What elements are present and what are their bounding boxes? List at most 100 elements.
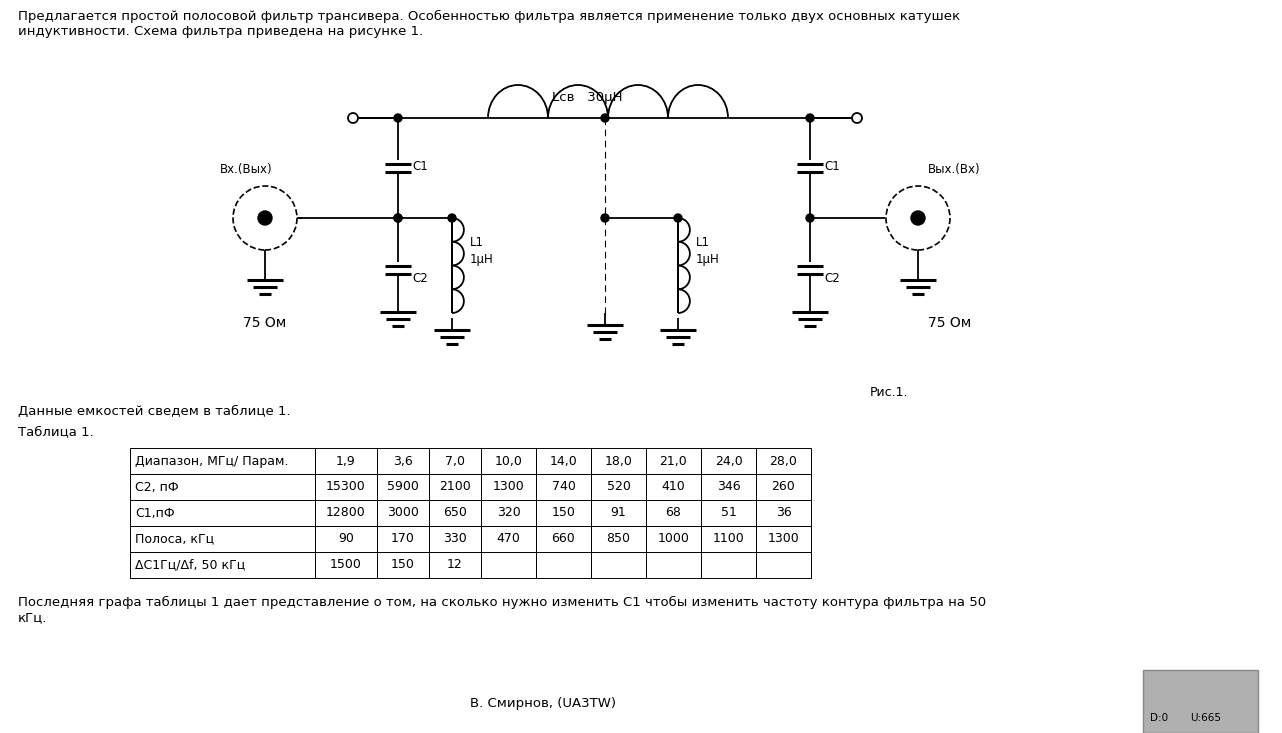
Text: 36: 36: [776, 507, 791, 520]
Text: 260: 260: [772, 481, 795, 493]
Bar: [129, 552, 315, 578]
Text: 1300: 1300: [768, 532, 800, 545]
Text: Вх.(Вых): Вх.(Вых): [221, 163, 273, 177]
Bar: [701, 500, 756, 526]
Bar: [429, 448, 481, 474]
Bar: [481, 500, 536, 526]
Bar: [377, 448, 429, 474]
Circle shape: [601, 114, 609, 122]
Text: С2, пФ: С2, пФ: [135, 481, 178, 493]
Text: C2: C2: [412, 271, 428, 284]
Text: L1: L1: [696, 237, 710, 249]
Text: D:0: D:0: [1150, 713, 1168, 723]
Text: С1,пФ: С1,пФ: [135, 507, 174, 520]
Text: 28,0: 28,0: [769, 454, 797, 468]
Bar: [377, 500, 429, 526]
Bar: [701, 526, 756, 552]
Text: 150: 150: [391, 559, 415, 572]
Circle shape: [912, 211, 926, 225]
Text: Диапазон, МГц/ Парам.: Диапазон, МГц/ Парам.: [135, 454, 288, 468]
Text: 91: 91: [610, 507, 627, 520]
Bar: [536, 474, 591, 500]
Text: 15300: 15300: [326, 481, 365, 493]
Text: 660: 660: [551, 532, 576, 545]
Text: 410: 410: [662, 481, 686, 493]
Bar: [701, 474, 756, 500]
Bar: [377, 526, 429, 552]
Bar: [377, 552, 429, 578]
Text: 740: 740: [551, 481, 576, 493]
Text: 520: 520: [606, 481, 631, 493]
Text: 320: 320: [496, 507, 520, 520]
Text: 470: 470: [496, 532, 520, 545]
Bar: [591, 552, 646, 578]
Bar: [756, 448, 812, 474]
Bar: [536, 526, 591, 552]
Bar: [481, 474, 536, 500]
Text: L1: L1: [470, 237, 485, 249]
Bar: [481, 526, 536, 552]
Circle shape: [258, 211, 272, 225]
Text: 346: 346: [717, 481, 740, 493]
Text: 650: 650: [444, 507, 467, 520]
Text: 12: 12: [447, 559, 463, 572]
Text: 24,0: 24,0: [714, 454, 742, 468]
Text: 90: 90: [338, 532, 354, 545]
Text: 75 Ом: 75 Ом: [928, 316, 972, 330]
Bar: [646, 448, 701, 474]
Text: 150: 150: [551, 507, 576, 520]
Circle shape: [394, 214, 403, 222]
Text: ΔС1Гц/Δf, 50 кГц: ΔС1Гц/Δf, 50 кГц: [135, 559, 245, 572]
Bar: [536, 552, 591, 578]
Text: Lcв   30µН: Lcв 30µН: [551, 92, 622, 105]
Text: 12800: 12800: [326, 507, 365, 520]
Text: Предлагается простой полосовой фильтр трансивера. Особенностью фильтра является : Предлагается простой полосовой фильтр тр…: [18, 10, 960, 38]
Circle shape: [806, 114, 814, 122]
Bar: [646, 500, 701, 526]
Text: 14,0: 14,0: [550, 454, 577, 468]
Bar: [315, 526, 377, 552]
Text: 850: 850: [606, 532, 631, 545]
Text: 7,0: 7,0: [445, 454, 465, 468]
Text: 18,0: 18,0: [605, 454, 632, 468]
Bar: [429, 474, 481, 500]
Bar: [315, 474, 377, 500]
Text: В. Смирнов, (UA3TW): В. Смирнов, (UA3TW): [470, 697, 615, 710]
Text: 1µН: 1µН: [470, 254, 494, 267]
Text: Полоса, кГц: Полоса, кГц: [135, 532, 214, 545]
Text: 3000: 3000: [387, 507, 419, 520]
Bar: [315, 448, 377, 474]
Bar: [646, 474, 701, 500]
Circle shape: [394, 214, 403, 222]
Text: C1: C1: [412, 160, 428, 172]
Text: 1300: 1300: [492, 481, 524, 493]
Bar: [756, 474, 812, 500]
Bar: [129, 526, 315, 552]
Bar: [429, 552, 481, 578]
Bar: [756, 500, 812, 526]
Bar: [591, 526, 646, 552]
Text: 51: 51: [720, 507, 736, 520]
Circle shape: [394, 114, 403, 122]
Bar: [377, 474, 429, 500]
Text: C2: C2: [824, 271, 840, 284]
Text: U:665: U:665: [1190, 713, 1220, 723]
Text: 5900: 5900: [387, 481, 419, 493]
Bar: [129, 448, 315, 474]
Circle shape: [674, 214, 682, 222]
Circle shape: [601, 214, 609, 222]
Bar: [591, 448, 646, 474]
Bar: [591, 474, 646, 500]
Bar: [129, 500, 315, 526]
Bar: [536, 448, 591, 474]
Bar: [315, 552, 377, 578]
Circle shape: [806, 214, 814, 222]
Text: 3,6: 3,6: [394, 454, 413, 468]
Text: Вых.(Вх): Вых.(Вх): [928, 163, 981, 177]
Bar: [429, 526, 481, 552]
Bar: [646, 552, 701, 578]
Bar: [315, 500, 377, 526]
Bar: [701, 552, 756, 578]
Text: 1000: 1000: [658, 532, 690, 545]
Text: Данные емкостей сведем в таблице 1.: Данные емкостей сведем в таблице 1.: [18, 405, 291, 418]
